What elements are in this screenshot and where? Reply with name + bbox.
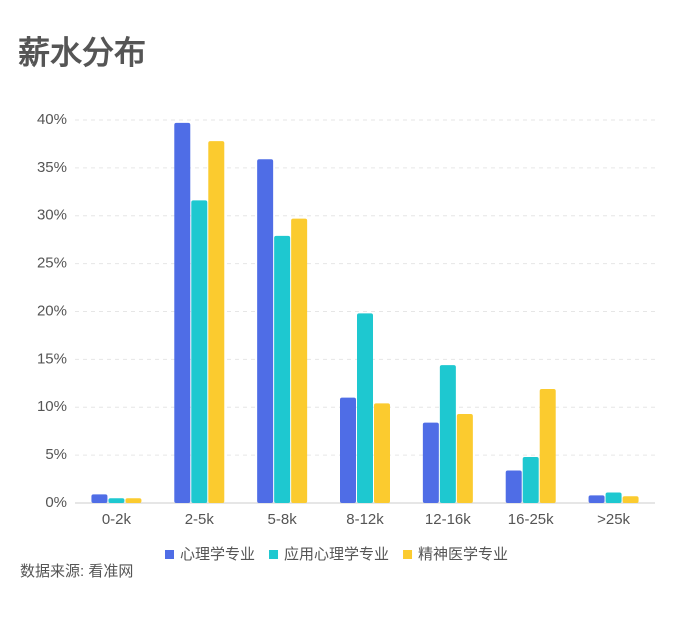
y-tick-label: 35% — [37, 159, 67, 176]
bar — [539, 389, 556, 503]
legend-swatch — [403, 550, 413, 559]
bar — [91, 494, 108, 503]
bar — [357, 313, 373, 503]
legend-label: 精神医学专业 — [418, 546, 508, 563]
y-tick-label: 20% — [37, 302, 67, 319]
legend-label: 心理学专业 — [180, 546, 255, 563]
x-tick-label: >25k — [597, 511, 630, 528]
bar — [291, 218, 308, 503]
bar — [456, 413, 473, 503]
bar — [422, 422, 439, 503]
bar — [208, 141, 225, 503]
y-tick-label: 40% — [37, 111, 67, 128]
legend-swatch — [269, 550, 279, 559]
y-tick-label: 5% — [45, 446, 67, 463]
bar — [125, 498, 142, 503]
bar — [191, 200, 208, 503]
chart-title: 薪水分布 — [18, 34, 146, 70]
bar — [257, 159, 274, 503]
legend-swatch — [165, 550, 174, 559]
x-tick-label: 5-8k — [268, 511, 298, 528]
x-tick-label: 8-12k — [346, 511, 384, 528]
x-tick-label: 2-5k — [185, 511, 215, 528]
bar — [622, 496, 639, 503]
bar — [522, 457, 539, 503]
bar — [174, 122, 191, 503]
y-tick-label: 15% — [37, 350, 67, 367]
bar — [605, 492, 622, 503]
y-tick-label: 30% — [37, 207, 67, 224]
bar — [274, 235, 291, 504]
y-tick-label: 10% — [37, 398, 67, 415]
y-tick-label: 0% — [45, 494, 67, 511]
bar — [108, 498, 125, 503]
bar — [505, 470, 522, 503]
bar — [340, 397, 356, 503]
bar — [588, 495, 605, 503]
bar — [439, 365, 456, 503]
y-tick-label: 25% — [37, 255, 67, 272]
legend-label: 应用心理学专业 — [284, 545, 389, 563]
bar — [374, 403, 390, 503]
source: 数据来源: 看准网 — [20, 563, 133, 580]
x-tick-label: 0-2k — [102, 511, 132, 528]
x-tick-label: 16-25k — [508, 511, 554, 528]
x-tick-label: 12-16k — [425, 511, 471, 528]
